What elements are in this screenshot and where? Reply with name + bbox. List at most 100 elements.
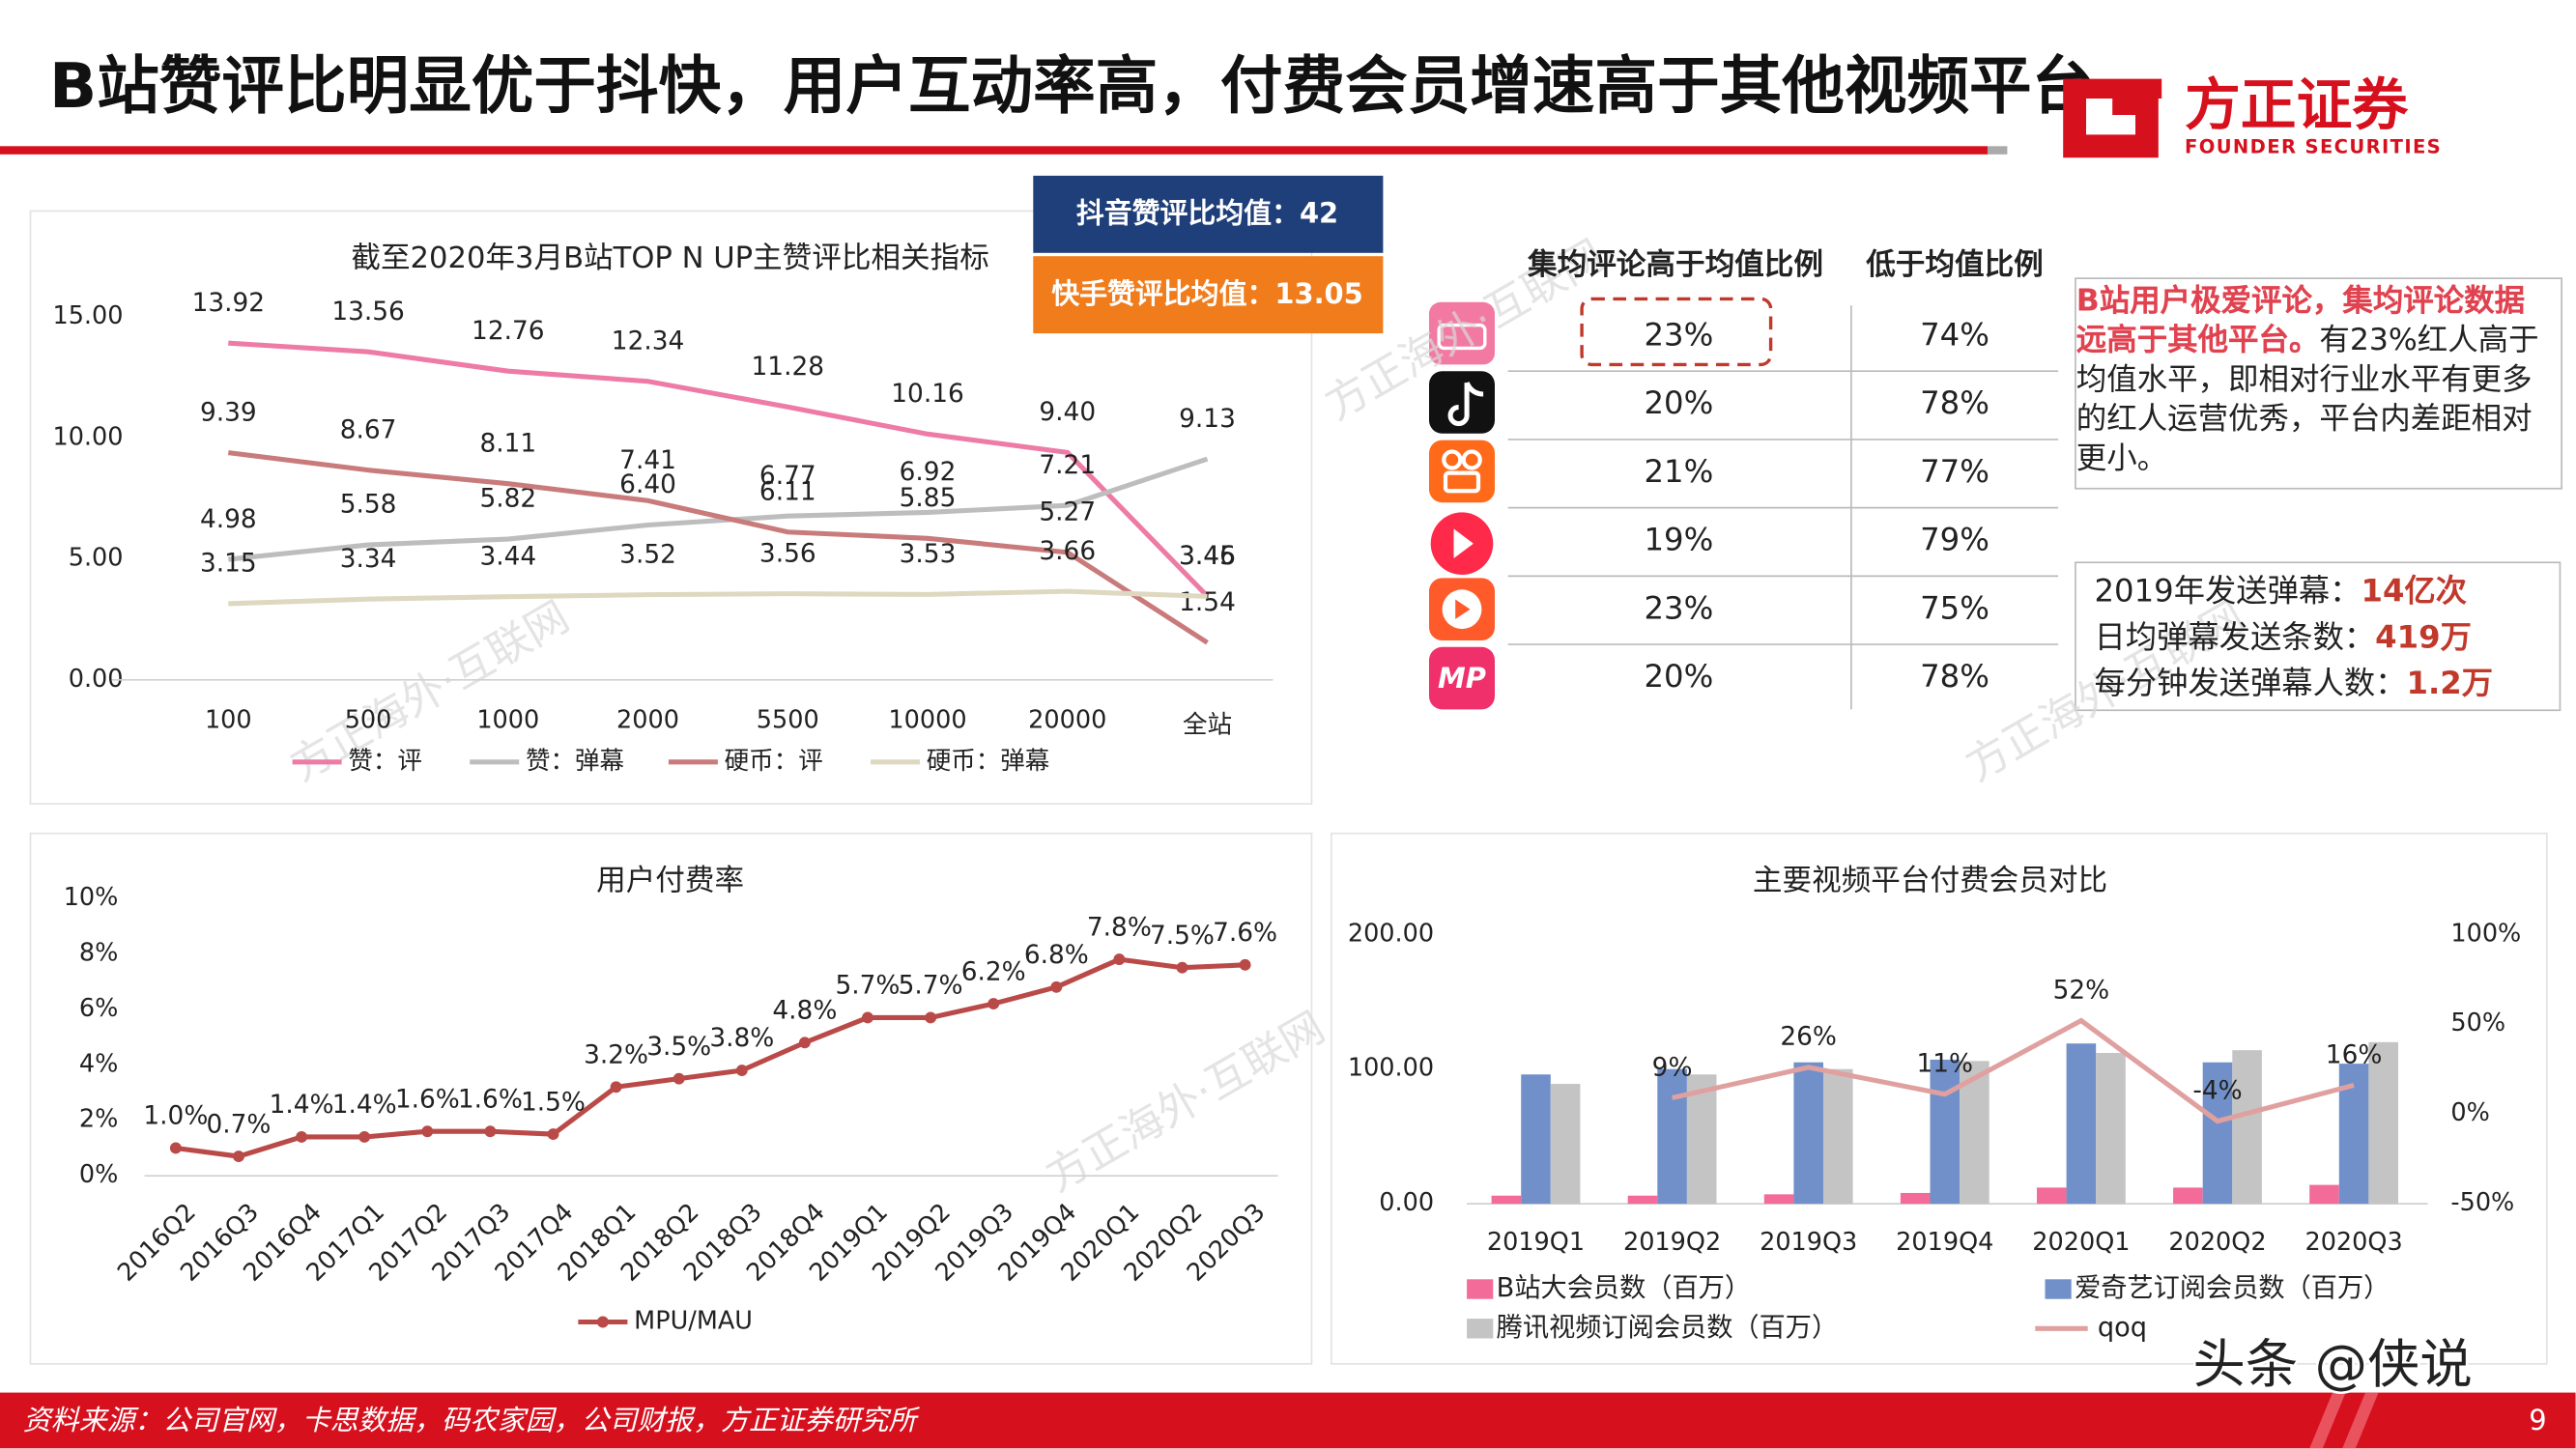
- data-label: 7.21: [1039, 451, 1096, 480]
- data-point: [673, 1072, 685, 1085]
- bar: [2368, 1041, 2398, 1205]
- data-label: 3.46: [1179, 542, 1236, 571]
- y-tick-label: 100.00: [1348, 1054, 1434, 1083]
- data-label: 7.8%: [1087, 913, 1152, 942]
- stat-label: 每分钟发送弹幕人数：: [2094, 665, 2406, 701]
- series-line: [228, 456, 1209, 562]
- y-tick-label: 15.00: [52, 301, 123, 330]
- data-label: 3.66: [1039, 537, 1096, 566]
- bar: [2066, 1043, 2097, 1205]
- data-label: 3.8%: [709, 1024, 774, 1053]
- legend-label: 硬币：弹幕: [927, 747, 1050, 776]
- y-tick-label: 10%: [64, 883, 119, 912]
- table-cell: 23%: [1645, 317, 1714, 354]
- x-tick-label: 2019Q3: [1760, 1228, 1857, 1257]
- y-tick-label: 0%: [2450, 1098, 2489, 1127]
- data-label: 1.5%: [521, 1088, 586, 1117]
- data-point: [862, 1011, 873, 1024]
- y-tick-label: 5.00: [69, 544, 124, 573]
- data-point: [547, 1128, 559, 1141]
- table-cell: 20%: [1645, 384, 1714, 421]
- footer-band: [0, 1392, 2576, 1449]
- note-highlight: B站用户极爱评论，集均评论数据远高于其他平台。: [2075, 284, 2526, 358]
- data-label: 9.40: [1039, 398, 1096, 427]
- data-point: [1050, 980, 1063, 993]
- data-label: 4.98: [200, 505, 257, 534]
- chart-title: 截至2020年3月B站TOP N UP主赞评比相关指标: [351, 242, 988, 275]
- data-label: 6.92: [900, 458, 957, 487]
- legend-label: 腾讯视频订阅会员数（百万）: [1497, 1313, 1838, 1343]
- data-label: 3.34: [340, 545, 397, 574]
- chart-title: 主要视频平台付费会员对比: [1753, 864, 2107, 897]
- data-label: 0.7%: [207, 1110, 272, 1139]
- legend-swatch: [1467, 1319, 1494, 1339]
- data-label: 12.76: [472, 317, 544, 346]
- data-point: [421, 1125, 434, 1138]
- data-label: 5.27: [1039, 498, 1096, 527]
- legend-swatch: [1467, 1279, 1494, 1299]
- data-point: [1239, 958, 1251, 971]
- y-tick-label: 10.00: [52, 422, 123, 451]
- table-cell: 20%: [1645, 658, 1714, 695]
- table-cell: 77%: [1920, 453, 1989, 490]
- x-tick-label: 100: [205, 705, 252, 734]
- table-header: 低于均值比例: [1865, 248, 2044, 282]
- bar: [2096, 1052, 2126, 1205]
- data-label: 6.2%: [961, 957, 1026, 986]
- benchmark: 抖音赞评比均值：42: [1076, 197, 1338, 230]
- bar: [1686, 1074, 1717, 1205]
- page-number: 9: [2529, 1404, 2546, 1436]
- data-label: 12.34: [612, 327, 684, 355]
- bar: [2232, 1050, 2262, 1205]
- data-label: 1.4%: [332, 1091, 397, 1120]
- table-cell: 21%: [1645, 453, 1714, 490]
- series-line: [228, 588, 1208, 607]
- stat-label: 日均弹幕发送条数：: [2094, 618, 2375, 655]
- logo-en: FOUNDER SECURITIES: [2185, 136, 2442, 158]
- data-label: 13.92: [192, 289, 265, 318]
- data-label: 13.56: [331, 298, 404, 327]
- stat-value: 1.2万: [2406, 665, 2493, 701]
- data-label: 7.5%: [1150, 922, 1215, 951]
- data-label: 8.11: [479, 429, 536, 458]
- data-label: -4%: [2192, 1077, 2242, 1106]
- logo-text: 方正证券: [2185, 71, 2409, 137]
- table-cell: 79%: [1920, 522, 1989, 558]
- table-cell: 75%: [1920, 589, 1989, 626]
- data-label: 3.2%: [584, 1040, 648, 1069]
- icon-douyin: [1429, 371, 1495, 434]
- data-label: 1.4%: [270, 1091, 334, 1120]
- legend-label: 赞：弹幕: [526, 747, 624, 776]
- highlight-frame: [1580, 297, 1773, 367]
- data-label: 3.45: [1179, 542, 1236, 571]
- data-label: 52%: [2053, 976, 2110, 1005]
- data-point: [169, 1142, 182, 1154]
- x-tick-label: 2020Q1: [2032, 1228, 2130, 1257]
- legend-label: 硬币：评: [725, 747, 823, 776]
- data-label: 1.0%: [143, 1102, 208, 1131]
- x-tick-label: 2020Q3: [2304, 1228, 2402, 1257]
- stat-label: 2019年发送弹幕：: [2094, 573, 2361, 610]
- y-tick-label: 50%: [2450, 1009, 2505, 1037]
- header-rule-end: [1988, 146, 2008, 155]
- header-rule: [0, 146, 1988, 155]
- data-label: 11.28: [752, 353, 824, 382]
- slide-title: B站赞评比明显优于抖快，用户互动率高，付费会员增速高于其他视频平台: [49, 50, 2094, 123]
- legend-label: B站大会员数（百万）: [1497, 1273, 1751, 1303]
- y-tick-label: -50%: [2450, 1188, 2514, 1217]
- data-point: [358, 1131, 371, 1143]
- legend-label: 赞：评: [348, 747, 422, 776]
- legend-swatch: [2045, 1279, 2072, 1299]
- bar: [1627, 1195, 1658, 1205]
- data-label: 11%: [1917, 1050, 1974, 1079]
- data-label: 9%: [1652, 1053, 1693, 1082]
- data-label: 5.7%: [836, 972, 901, 1001]
- stats-box: [2075, 561, 2562, 712]
- x-tick-label: 2019Q1: [1487, 1228, 1585, 1257]
- data-label: 3.44: [479, 542, 536, 571]
- data-point: [798, 1037, 811, 1049]
- legend-dot: [596, 1316, 609, 1328]
- watermark: 方正海外·互联网: [1038, 1003, 1333, 1202]
- bar: [1900, 1192, 1931, 1205]
- bar: [1930, 1059, 1961, 1205]
